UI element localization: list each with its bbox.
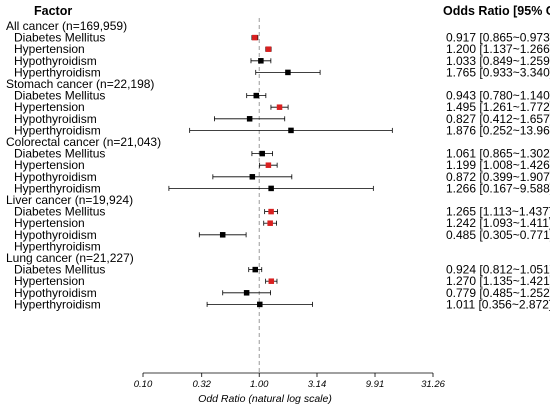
row-label: Hyperthyroidism xyxy=(14,65,101,79)
odds-ratio-value: 1.199 [1.008~1.426] xyxy=(446,158,550,172)
point-estimate xyxy=(276,104,283,110)
row-label: Diabetes Mellitus xyxy=(14,31,105,45)
x-axis-label: Odd Ratio (natural log scale) xyxy=(198,393,332,405)
point-estimate xyxy=(253,92,260,99)
point-estimate xyxy=(288,127,294,134)
odds-ratio-value: 1.061 [0.865~1.302] xyxy=(446,147,550,161)
odds-ratio-value: 0.779 [0.485~1.252] xyxy=(446,286,550,300)
odds-ratio-value: 1.266 [0.167~9.588] xyxy=(446,181,550,195)
odds-ratio-value: 1.200 [1.137~1.266] xyxy=(446,42,550,56)
odds-ratio-value: 1.011 [0.356~2.872] xyxy=(446,297,550,311)
point-estimate xyxy=(246,116,253,122)
row-label: Hypothyroidism xyxy=(14,286,97,300)
odds-ratio-value: 0.943 [0.780~1.140] xyxy=(446,89,550,103)
point-estimate xyxy=(267,220,273,226)
row-label: Diabetes Mellitus xyxy=(14,263,105,277)
point-estimate xyxy=(259,150,265,157)
x-tick-label: 1.00 xyxy=(250,379,269,390)
row-label: Hyperthyroidism xyxy=(14,239,101,253)
point-estimate xyxy=(257,301,263,308)
odds-ratio-value: 0.917 [0.865~0.973] xyxy=(446,31,550,45)
x-axis: 0.10 0.32 1.00 3.14 9.91 31.26 xyxy=(134,372,446,390)
odds-ratio-value: 0.872 [0.399~1.907] xyxy=(446,170,550,184)
odds-ratio-header: Odds Ratio [95% CI] xyxy=(443,4,550,18)
x-tick-label: 0.32 xyxy=(192,379,211,390)
odds-ratio-value: 1.033 [0.849~1.259] xyxy=(446,54,550,68)
forest-rows: All cancer (n=169,959)Diabetes Mellitus 0… xyxy=(6,18,550,373)
odds-ratio-value: 0.485 [0.305~0.771] xyxy=(446,228,550,242)
odds-ratio-value: 0.827 [0.412~1.657] xyxy=(446,112,550,126)
row-label: Hyperthyroidism xyxy=(14,123,101,137)
odds-ratio-value: 1.765 [0.933~3.340] xyxy=(446,65,550,79)
row-label: Hypothyroidism xyxy=(14,170,97,184)
row-label: Hypothyroidism xyxy=(14,54,97,68)
row-label: Diabetes Mellitus xyxy=(14,205,105,219)
x-tick-label: 9.91 xyxy=(366,379,385,390)
group-label: Liver cancer (n=19,924) xyxy=(6,193,133,207)
odds-ratio-value: 1.242 [1.093~1.411] xyxy=(446,216,550,230)
point-estimate xyxy=(265,46,272,52)
point-estimate xyxy=(249,174,256,180)
point-estimate xyxy=(258,58,264,64)
point-estimate xyxy=(219,232,226,238)
point-estimate xyxy=(268,185,274,192)
group-label: Lung cancer (n=21,227) xyxy=(6,251,134,265)
point-estimate xyxy=(252,34,258,41)
row-label: Hyperthyroidism xyxy=(14,297,101,311)
odds-ratio-value: 1.265 [1.113~1.437] xyxy=(446,205,550,219)
point-estimate xyxy=(268,278,275,284)
group-label: Colorectal cancer (n=21,043) xyxy=(6,135,161,149)
row-label: Hypertension xyxy=(14,216,85,230)
row-label: Hypothyroidism xyxy=(14,112,97,126)
row-label: Hypertension xyxy=(14,100,85,114)
x-tick-label: 3.14 xyxy=(308,379,327,390)
point-estimate xyxy=(285,69,291,76)
odds-ratio-value: 1.876 [0.252~13.966] xyxy=(446,123,550,137)
row-label: Diabetes Mellitus xyxy=(14,89,105,103)
group-label: All cancer (n=169,959) xyxy=(6,19,127,33)
point-estimate xyxy=(265,162,272,168)
point-estimate xyxy=(268,208,274,215)
point-estimate xyxy=(243,290,250,296)
odds-ratio-value: 0.924 [0.812~1.051] xyxy=(446,263,550,277)
x-tick-label: 31.26 xyxy=(421,379,445,390)
group-label: Stomach cancer (n=22,198) xyxy=(6,77,154,91)
odds-ratio-value: 1.495 [1.261~1.772] xyxy=(446,100,550,114)
row-label: Diabetes Mellitus xyxy=(14,147,105,161)
row-label: Hypertension xyxy=(14,158,85,172)
row-label: Hypertension xyxy=(14,42,85,56)
row-label: Hypothyroidism xyxy=(14,228,97,242)
factor-header: Factor xyxy=(34,4,72,18)
odds-ratio-value: 1.270 [1.135~1.421] xyxy=(446,274,550,288)
row-label: Hyperthyroidism xyxy=(14,181,101,195)
x-tick-label: 0.10 xyxy=(134,379,153,390)
row-label: Hypertension xyxy=(14,274,85,288)
point-estimate xyxy=(252,266,258,273)
